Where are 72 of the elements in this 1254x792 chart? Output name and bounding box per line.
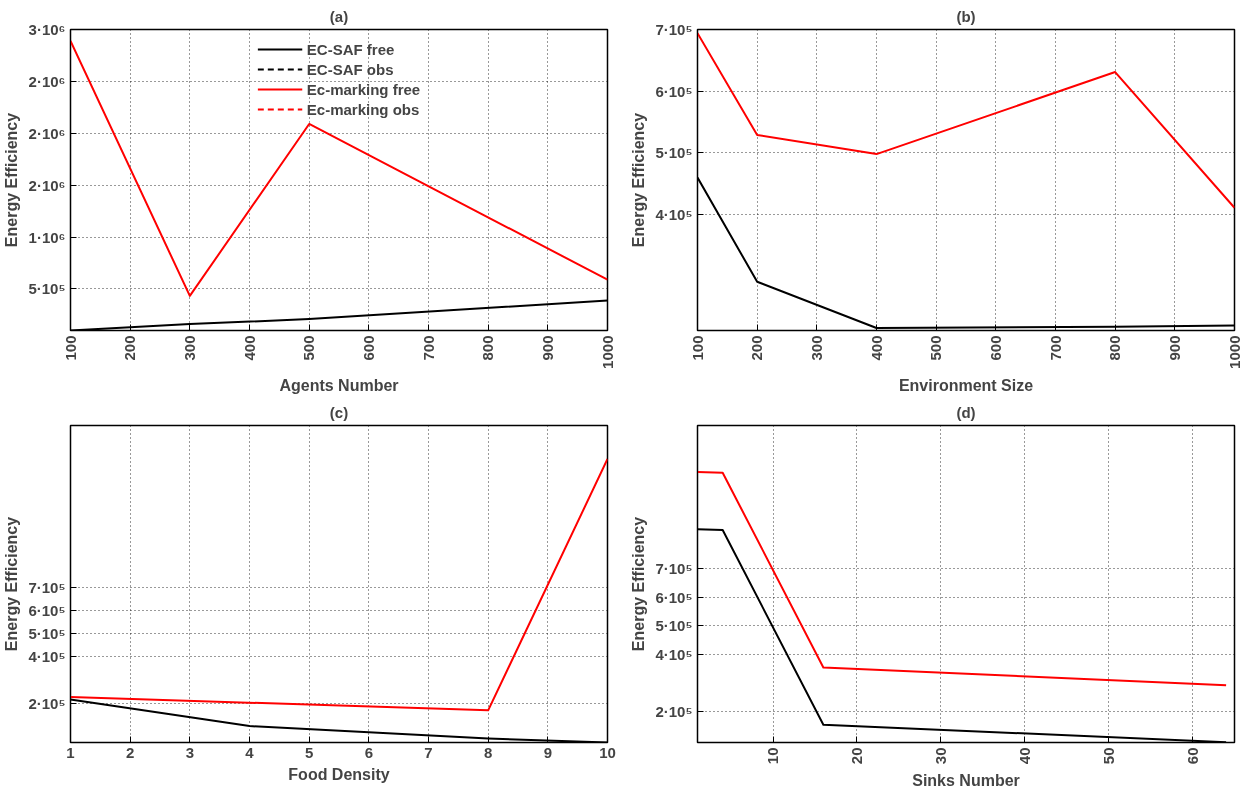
x-tick-label: 900	[1165, 335, 1183, 361]
x-tick-label: 800	[479, 335, 497, 361]
x-tick-label: 200	[748, 335, 766, 361]
x-tick-label: 600	[359, 335, 377, 361]
x-tick-label: 7	[424, 743, 433, 761]
y-tick-label: 4·10⁵	[28, 648, 66, 666]
x-tick-label: 6	[364, 743, 374, 761]
y-tick-label: 2·10⁶	[28, 72, 66, 90]
x-tick-label: 200	[121, 335, 139, 361]
x-tick-label: 50	[1099, 747, 1117, 765]
y-axis-title: Energy Efficiency	[3, 516, 21, 652]
x-tick-label: 4	[245, 743, 255, 761]
y-tick-label: 6·10⁵	[28, 602, 66, 620]
x-tick-label: 100	[61, 335, 79, 361]
y-axis-title: Energy Efficiency	[630, 112, 648, 248]
y-tick-label: 6·10⁵	[655, 588, 693, 606]
x-tick-label: 10	[764, 747, 782, 765]
x-tick-label: 30	[931, 747, 949, 765]
x-tick-label: 3	[185, 743, 195, 761]
x-tick-label: 20	[847, 747, 865, 765]
y-tick-label: 7·10⁵	[655, 21, 693, 38]
chart-title: (b)	[956, 7, 976, 25]
y-axis-title: Energy Efficiency	[3, 112, 21, 248]
legend-label: EC-SAF obs	[306, 60, 394, 78]
y-tick-label: 5·10⁵	[655, 617, 693, 635]
x-tick-label: 700	[1046, 335, 1064, 361]
x-axis-title: Food Density	[288, 765, 390, 783]
y-tick-label: 7·10⁵	[655, 560, 693, 578]
y-tick-label: 5·10⁵	[28, 280, 66, 298]
y-tick-label: 3·10⁶	[28, 21, 66, 38]
x-tick-label: 9	[543, 743, 553, 761]
y-tick-label: 2·10⁵	[28, 694, 66, 712]
chart-title: (a)	[329, 7, 349, 25]
x-tick-label: 300	[180, 335, 198, 361]
y-tick-label: 2·10⁶	[28, 124, 66, 142]
y-tick-label: 4·10⁵	[655, 646, 693, 664]
x-tick-label: 1000	[598, 335, 616, 369]
x-tick-label: 5	[305, 743, 314, 761]
x-axis-title: Sinks Number	[912, 772, 1020, 790]
x-tick-label: 500	[300, 335, 318, 361]
x-tick-label: 800	[1106, 335, 1124, 361]
x-tick-label: 100	[688, 335, 706, 361]
x-tick-label: 10	[599, 743, 616, 761]
y-tick-label: 5·10⁵	[28, 625, 66, 643]
y-tick-label: 5·10⁵	[655, 144, 693, 162]
y-tick-label: 6·10⁵	[655, 82, 693, 100]
y-tick-label: 7·10⁵	[28, 578, 66, 596]
x-tick-label: 400	[240, 335, 258, 361]
y-axis-title: Energy Efficiency	[630, 516, 648, 652]
chart-title: (d)	[956, 403, 976, 421]
y-tick-label: 2·10⁶	[28, 176, 66, 194]
legend-label: Ec-marking free	[306, 80, 421, 98]
x-axis-title: Environment Size	[898, 376, 1034, 394]
x-tick-label: 40	[1015, 747, 1033, 765]
x-tick-label: 2	[126, 743, 135, 761]
x-tick-label: 60	[1183, 747, 1201, 765]
x-tick-label: 500	[927, 335, 945, 361]
x-tick-label: 400	[867, 335, 885, 361]
y-tick-label: 4·10⁵	[655, 206, 693, 224]
x-tick-label: 8	[484, 743, 493, 761]
legend-label: EC-SAF free	[306, 40, 395, 58]
y-tick-label: 1·10⁶	[28, 228, 66, 246]
chart-title: (c)	[329, 403, 349, 421]
x-axis-title: Agents Number	[279, 376, 399, 394]
x-tick-label: 300	[807, 335, 825, 361]
x-tick-label: 700	[419, 335, 437, 361]
x-tick-label: 600	[986, 335, 1004, 361]
y-tick-label: 2·10⁵	[655, 703, 693, 721]
legend-label: Ec-marking obs	[306, 100, 420, 118]
x-tick-label: 900	[538, 335, 556, 361]
x-tick-label: 1000	[1225, 335, 1243, 369]
x-tick-label: 1	[66, 743, 75, 761]
